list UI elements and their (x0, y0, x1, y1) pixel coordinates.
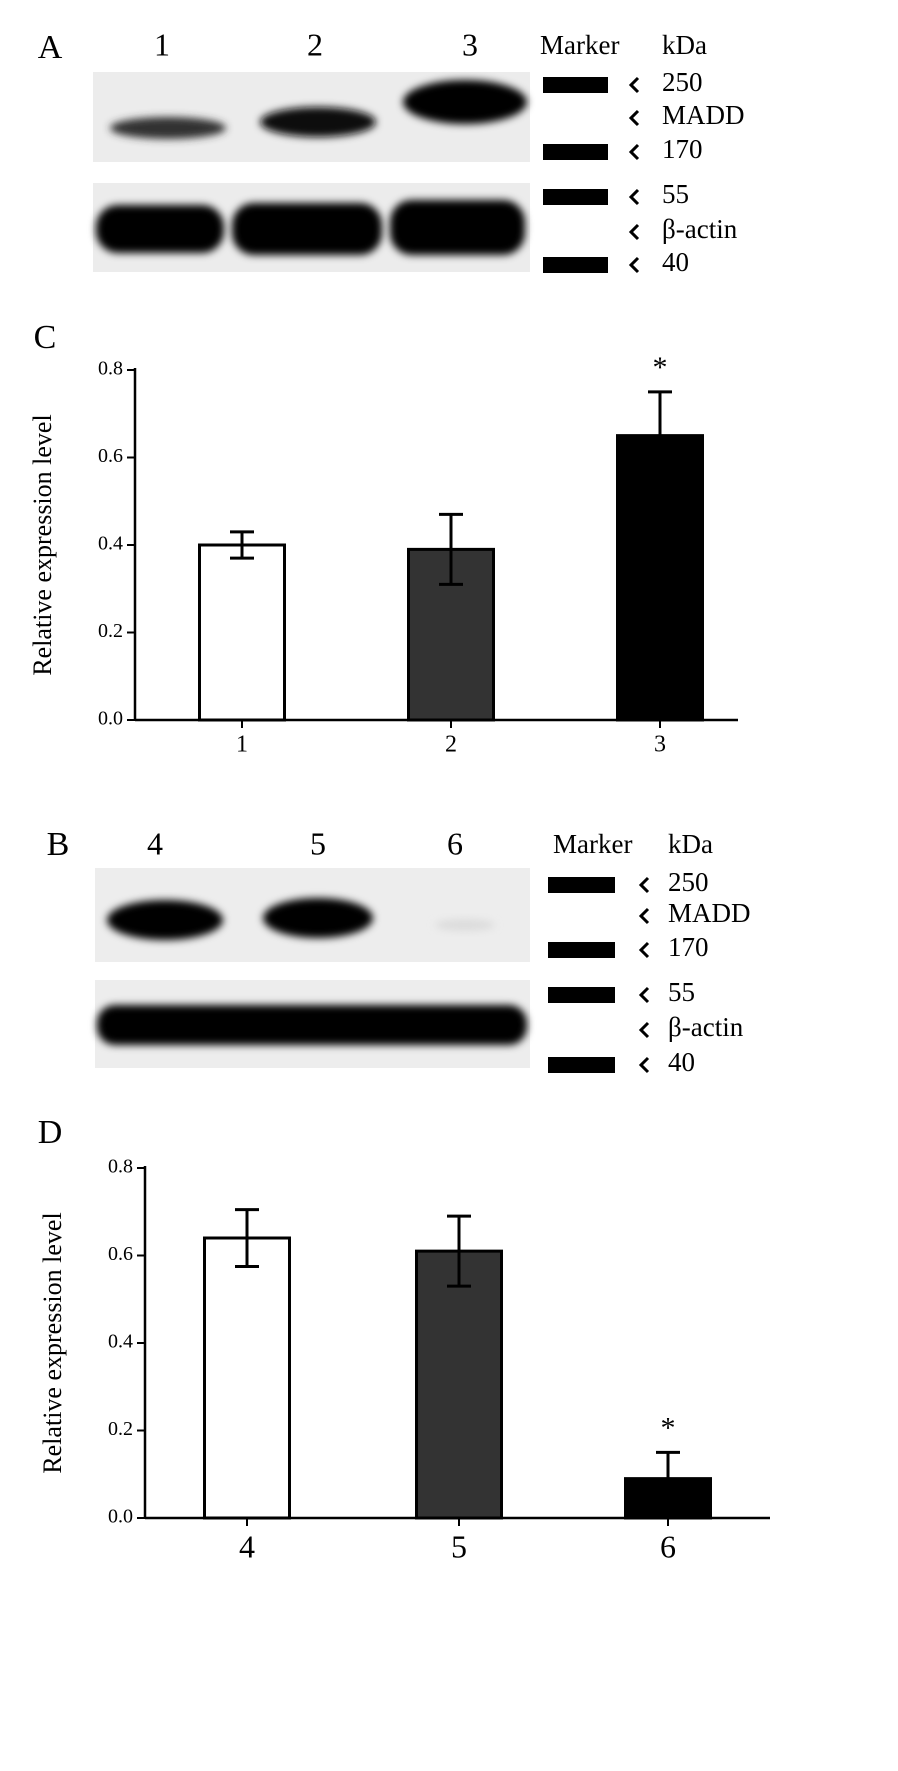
arrow (638, 907, 650, 925)
x-tick-label: 1 (236, 732, 248, 758)
arrow (628, 188, 640, 206)
y-tick-label: 0.4 (98, 533, 123, 555)
arrow (638, 1021, 650, 1039)
lane-label: 2 (307, 26, 323, 62)
bar (415, 1249, 503, 1520)
lane-label: 4 (147, 825, 163, 861)
marker-band (543, 257, 608, 273)
marker-label: 55 (668, 977, 695, 1007)
marker-label: 40 (662, 247, 689, 277)
marker-band (548, 1057, 615, 1073)
arrow (628, 143, 640, 161)
y-tick-label: 0.4 (108, 1331, 133, 1353)
y-axis-label: Relative expression level (38, 1212, 67, 1473)
arrow (628, 256, 640, 274)
error-bar (447, 1214, 471, 1288)
y-tick-label: 0.0 (108, 1506, 133, 1528)
arrow (638, 876, 650, 894)
marker-band (543, 77, 608, 93)
significance-mark: * (661, 1411, 676, 1444)
x-tick-label: 4 (239, 1528, 255, 1564)
error-bar (235, 1208, 259, 1268)
marker-band (548, 987, 615, 1003)
unit-header: kDa (668, 829, 713, 859)
marker-label: 55 (662, 179, 689, 209)
marker-label: 250 (668, 867, 709, 897)
marker-label: β-actin (662, 214, 738, 244)
marker-header: Marker (553, 829, 632, 859)
arrow (638, 1056, 650, 1074)
marker-band (543, 189, 608, 205)
marker-label: 170 (668, 932, 709, 962)
bar (203, 1236, 291, 1520)
marker-label: 170 (662, 134, 703, 164)
y-tick-label: 0.0 (98, 708, 123, 730)
y-tick-label: 0.2 (108, 1418, 133, 1440)
lane-label: 5 (310, 825, 326, 861)
arrow (638, 941, 650, 959)
marker-band (548, 877, 615, 893)
panel-label: B (47, 826, 70, 863)
error-bar (656, 1450, 680, 1507)
error-bar (230, 530, 254, 560)
marker-label: β-actin (668, 1012, 744, 1042)
x-tick-label: 6 (660, 1528, 676, 1564)
marker-band (548, 942, 615, 958)
panel-label: D (38, 1114, 63, 1151)
x-tick-label: 5 (451, 1528, 467, 1564)
y-tick-label: 0.6 (108, 1243, 133, 1265)
blot-image (93, 72, 530, 272)
y-tick-label: 0.8 (108, 1156, 133, 1178)
panel-label: A (38, 29, 63, 66)
y-tick-label: 0.2 (98, 620, 123, 642)
lane-label: 3 (462, 26, 478, 62)
x-tick-label: 3 (654, 732, 666, 758)
lane-label: 6 (447, 825, 463, 861)
bar (198, 543, 286, 722)
marker-label: 40 (668, 1047, 695, 1077)
marker-label: MADD (662, 100, 745, 130)
unit-header: kDa (662, 30, 707, 60)
arrow (638, 986, 650, 1004)
marker-band (543, 144, 608, 160)
y-tick-label: 0.8 (98, 358, 123, 380)
y-axis-label: Relative expression level (28, 414, 57, 675)
y-tick-label: 0.6 (98, 445, 123, 467)
bar (616, 434, 704, 722)
significance-mark: * (653, 351, 668, 384)
marker-label: 250 (662, 67, 703, 97)
error-bar (648, 390, 672, 481)
marker-header: Marker (540, 30, 619, 60)
arrow (628, 109, 640, 127)
lane-label: 1 (154, 26, 170, 62)
error-bar (439, 512, 463, 586)
panel-label: C (34, 319, 57, 356)
x-tick-label: 2 (445, 732, 457, 758)
marker-label: MADD (668, 898, 751, 928)
blot-image (95, 868, 530, 1068)
arrow (628, 76, 640, 94)
arrow (628, 223, 640, 241)
